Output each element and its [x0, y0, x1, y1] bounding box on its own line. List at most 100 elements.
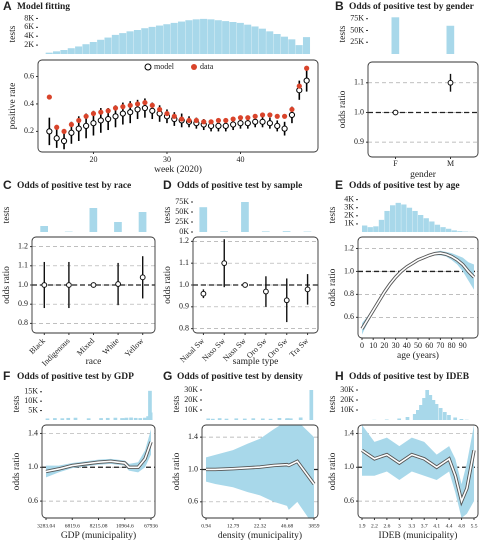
y-axis-label: odds ratio — [12, 452, 22, 490]
y-tick-label: 0.8 — [344, 289, 354, 298]
data-point — [61, 128, 67, 135]
x-tick-label: 30 — [392, 341, 400, 350]
y-axis-label: odds ratio — [172, 452, 182, 490]
y-tick-label: 0.4 — [24, 99, 34, 108]
hist-bar — [114, 222, 122, 232]
hist-bar — [111, 34, 119, 54]
hist-tick-label: 10K — [340, 405, 354, 414]
hist-tick-label: 2K — [344, 211, 354, 220]
data-point — [237, 115, 244, 121]
hist-bar — [73, 417, 78, 420]
hist-bar — [438, 408, 443, 420]
estimate-point — [41, 282, 48, 288]
model-point — [230, 121, 237, 128]
y-tick-label: 1.4 — [188, 432, 198, 441]
panel-letter: A — [3, 0, 12, 13]
hist-tick-label: 50K — [175, 207, 189, 216]
data-point — [105, 108, 111, 114]
x-tick-label: F — [393, 159, 398, 168]
data-point — [296, 83, 302, 89]
model-point — [60, 137, 68, 145]
hist-bar — [280, 36, 288, 54]
y-tick-label: 1.2 — [344, 243, 354, 252]
confidence-band — [362, 250, 474, 335]
hist-bar — [45, 418, 50, 420]
model-point — [105, 115, 112, 123]
hist-bar — [60, 418, 65, 420]
hist-bar — [434, 404, 439, 420]
hist-tick-label: 3K — [344, 203, 354, 212]
model-point — [237, 120, 244, 127]
hist-bar — [229, 22, 237, 54]
hist-tick-label: 25K — [350, 37, 364, 46]
panel-letter: B — [335, 0, 344, 13]
hist-bar — [401, 204, 407, 232]
data-point — [281, 113, 288, 119]
hist-bar — [120, 418, 124, 420]
estimate-point — [392, 109, 399, 116]
hist-bar — [45, 52, 53, 54]
y-tick-label: 1.4 — [28, 428, 38, 437]
y-tick-label: 1.0 — [28, 462, 38, 471]
data-point — [112, 105, 119, 111]
hist-bar — [155, 25, 163, 54]
x-tick-label: 3859 — [309, 523, 320, 529]
hist-bar — [143, 417, 147, 420]
x-tick-label: Yellow — [123, 336, 146, 359]
y-axis-label: odds ratio — [163, 266, 173, 304]
hist-bar — [440, 227, 446, 232]
hist-bar — [236, 22, 244, 54]
hist-bar — [258, 28, 266, 54]
hist-bar — [273, 34, 281, 54]
hist-tick-label: 4K — [24, 31, 34, 40]
hist-bar — [126, 31, 134, 54]
hist-bar — [288, 418, 293, 420]
x-tick-label: Nasal Sw — [178, 336, 206, 364]
plot-area — [358, 425, 478, 518]
data-point — [230, 116, 236, 122]
hist-bar — [422, 398, 426, 420]
hist-bar — [431, 400, 436, 420]
plot-area — [368, 73, 478, 143]
data-point — [215, 117, 222, 124]
plot-frame — [37, 59, 319, 153]
plot-area — [193, 239, 318, 329]
x-tick-label: 3.3 — [408, 523, 415, 529]
hist-tick-label: 6K — [24, 22, 34, 31]
x-tick-label: 22.32 — [254, 523, 267, 529]
data-point — [259, 112, 266, 118]
data-point — [304, 65, 310, 71]
hist-bar — [141, 28, 149, 54]
x-tick-label: 1.9 — [359, 523, 366, 529]
hist-bar — [133, 30, 141, 54]
data-point — [76, 117, 82, 124]
hist-bar — [170, 22, 178, 54]
hist-bar — [224, 418, 229, 420]
curve — [361, 449, 475, 504]
model-point — [281, 125, 288, 132]
hist-bar — [295, 45, 303, 54]
y-tick-label: 1.0 — [179, 280, 189, 289]
data-point — [142, 99, 148, 106]
y-tick-label: 0.9 — [354, 137, 364, 146]
x-tick-label: 3.7 — [421, 523, 428, 529]
hist-bar — [86, 418, 91, 420]
x-tick-label: White — [101, 336, 122, 357]
x-tick-label: M — [447, 159, 454, 168]
hist-bar — [234, 418, 239, 420]
hist-tick-label: 75K — [350, 14, 364, 23]
hist-tick-label: 0K — [179, 227, 189, 236]
x-tick-label: 6819.6 — [65, 523, 80, 529]
y-tick-label: 1.0 — [18, 280, 28, 289]
data-point — [54, 124, 60, 130]
y-tick-label: 0.8 — [18, 318, 28, 327]
data-point — [193, 117, 199, 124]
y-tick-label: 0.2 — [24, 126, 34, 135]
x-tick-label: 40 — [403, 341, 411, 350]
hist-bar — [104, 37, 112, 54]
y-tick-label: 0.9 — [179, 302, 189, 311]
x-tick-label: 2.2 — [371, 523, 378, 529]
model-point — [46, 128, 53, 135]
hist-bar — [434, 224, 441, 232]
hist-bar — [222, 21, 230, 54]
